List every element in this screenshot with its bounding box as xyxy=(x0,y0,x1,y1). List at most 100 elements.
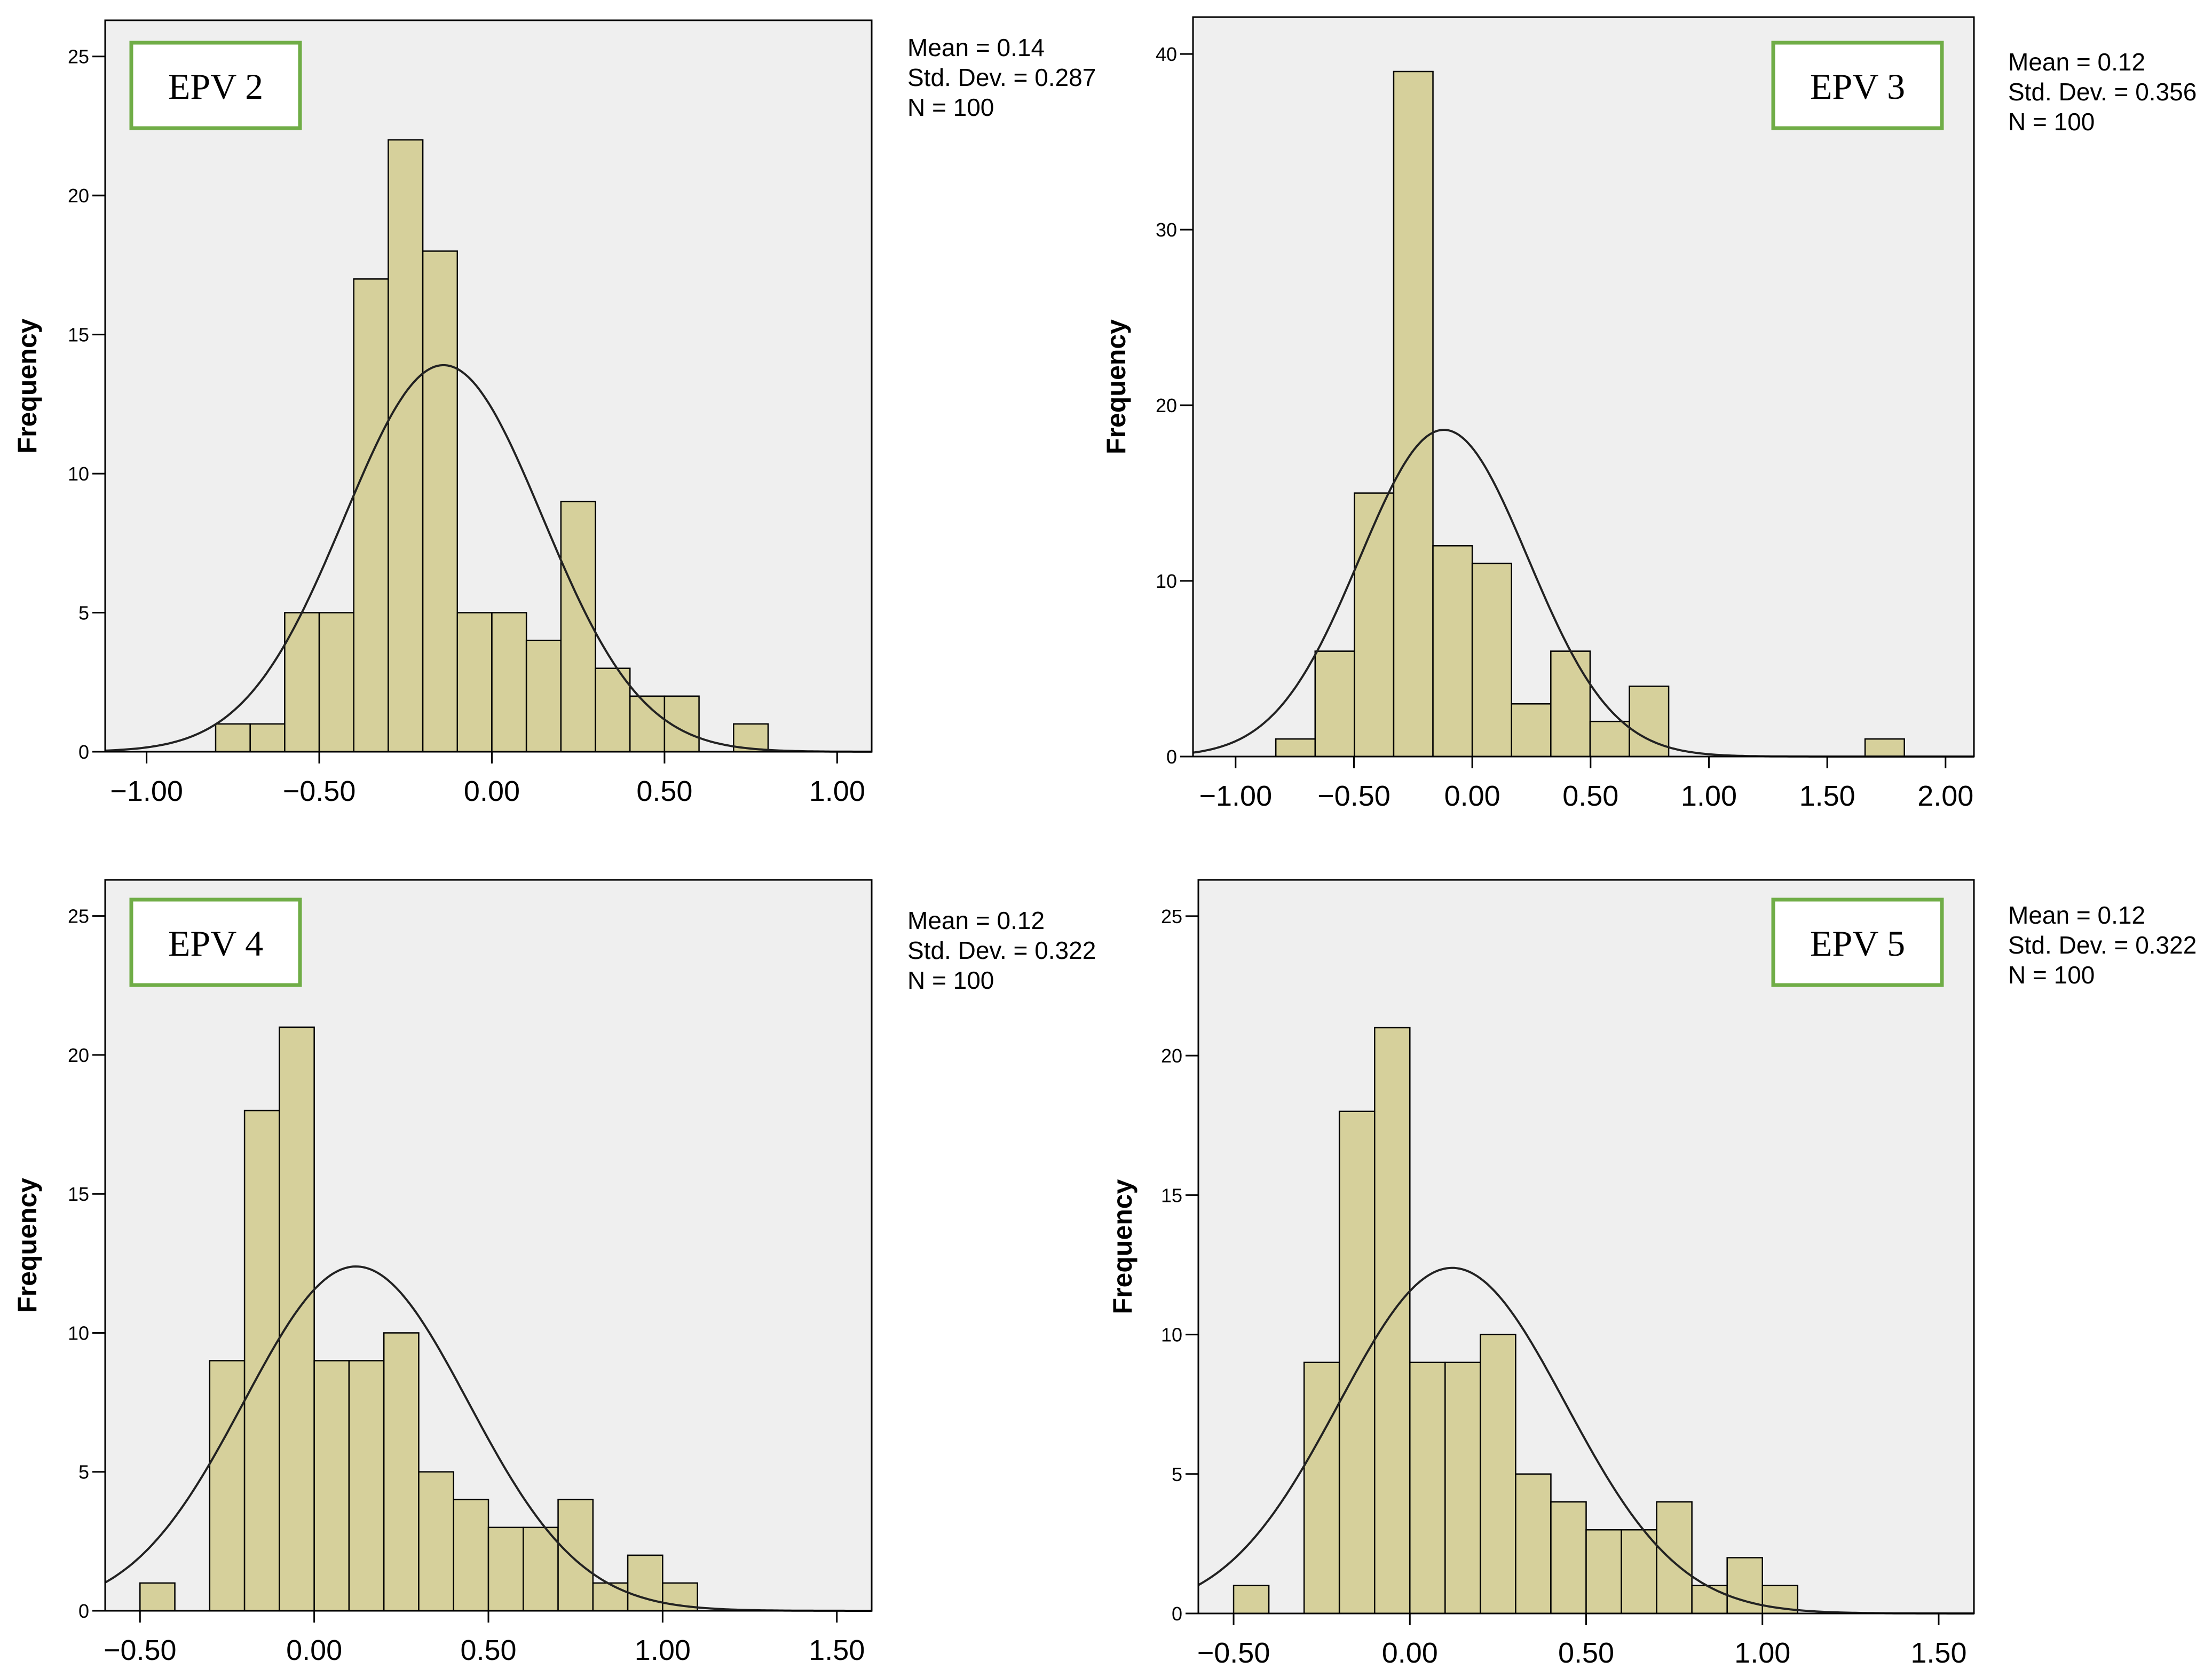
histogram-bar xyxy=(388,139,424,753)
histogram-panel-3: 0 5 10 15 20 25 −0.50 0.00 0.50 1.00 1.50 Frequency… xyxy=(12,879,1096,1666)
histogram-bar xyxy=(353,278,389,753)
histogram-bar xyxy=(1511,703,1552,758)
x-tick-label: 0.50 xyxy=(460,1634,516,1666)
histogram-bar xyxy=(523,1526,559,1612)
y-tick-label: 25 xyxy=(68,906,89,927)
chart-title: EPV 4 xyxy=(168,923,263,964)
histogram-bar xyxy=(1409,1361,1446,1615)
histogram-bar xyxy=(1233,1585,1270,1615)
x-tick-label: −1.00 xyxy=(1199,780,1272,812)
stats-mean: Mean = 0.14 xyxy=(907,34,1045,61)
x-tick-label: 0.50 xyxy=(1558,1637,1614,1669)
stats-n: N = 100 xyxy=(2008,108,2095,136)
histogram-bar xyxy=(1314,650,1355,758)
x-tick-label: 1.50 xyxy=(1910,1637,1966,1669)
y-tick-label: 10 xyxy=(68,1322,89,1344)
plot-frame xyxy=(104,19,873,753)
x-tick-label: 0.50 xyxy=(1562,780,1618,812)
histogram-bar xyxy=(1656,1501,1693,1615)
histogram-bar xyxy=(348,1360,385,1612)
x-tick-label: −0.50 xyxy=(1317,780,1391,812)
y-tick-label: 30 xyxy=(1156,219,1177,241)
x-tick-label: 0.00 xyxy=(464,775,520,807)
stats-n: N = 100 xyxy=(907,966,994,994)
histogram-bar xyxy=(1515,1473,1552,1615)
x-tick-label: 1.50 xyxy=(1799,780,1855,812)
histogram-bar xyxy=(525,640,562,753)
stats-n: N = 100 xyxy=(907,93,994,121)
histogram-bar xyxy=(1373,1027,1411,1615)
y-tick-label: 5 xyxy=(1172,1463,1182,1485)
chart-title: EPV 3 xyxy=(1810,66,1905,107)
y-tick-label: 0 xyxy=(78,1600,89,1622)
histogram-bar xyxy=(456,612,493,753)
histogram-bar xyxy=(249,723,286,753)
histogram-bar xyxy=(383,1332,420,1612)
histogram-bar xyxy=(453,1499,489,1612)
y-tick-label: 15 xyxy=(68,1183,89,1205)
histogram-bar xyxy=(1354,492,1395,758)
x-tick-label: −0.50 xyxy=(104,1634,177,1666)
y-tick-label: 10 xyxy=(1156,570,1177,592)
y-tick-label: 0 xyxy=(78,741,89,763)
y-tick-label: 0 xyxy=(1172,1603,1182,1625)
histogram-bar xyxy=(1303,1361,1340,1615)
stats-std-dev: Std. Dev. = 0.322 xyxy=(2008,931,2197,959)
x-tick-label: 0.00 xyxy=(286,1634,342,1666)
histogram-bar xyxy=(318,612,354,753)
y-tick-label: 20 xyxy=(68,185,89,207)
y-tick-label: 5 xyxy=(78,602,89,624)
chart-title: EPV 2 xyxy=(168,66,263,107)
y-axis-label: Frequency xyxy=(12,1178,42,1313)
histogram-bar xyxy=(209,1360,246,1612)
normal-curve xyxy=(104,1265,872,1612)
y-tick-label: 40 xyxy=(1156,43,1177,65)
histogram-panel-4: 0 5 10 15 20 25 −0.50 0.00 0.50 1.00 1.50 Frequency… xyxy=(1108,879,2197,1669)
histogram-bar xyxy=(215,723,251,753)
y-tick-label: 20 xyxy=(1156,395,1177,416)
y-tick-label: 5 xyxy=(78,1461,89,1483)
y-axis-label: Frequency xyxy=(12,318,42,453)
x-tick-label: 0.50 xyxy=(636,775,692,807)
normal-curve xyxy=(1197,1266,1974,1615)
histogram-bar xyxy=(1550,1501,1587,1615)
histogram-bar xyxy=(139,1582,176,1612)
x-tick-label: 1.50 xyxy=(809,1634,865,1666)
y-tick-label: 20 xyxy=(1161,1045,1182,1067)
histogram-bar xyxy=(422,250,459,753)
histogram-bar xyxy=(1589,720,1630,758)
y-tick-label: 15 xyxy=(68,324,89,346)
histogram-bar xyxy=(1864,738,1905,758)
histogram-bar xyxy=(487,1526,524,1612)
histogram-bar xyxy=(1393,70,1434,758)
histogram-bar xyxy=(1550,650,1591,758)
histogram-bar xyxy=(243,1109,280,1612)
histogram-bar xyxy=(418,1471,454,1612)
histogram-bar xyxy=(1691,1585,1728,1615)
x-tick-label: −1.00 xyxy=(110,775,183,807)
histogram-panel-2: 0 10 20 30 40 −1.00 −0.50 0.00 0.50 1.00 1.50 2.00 F… xyxy=(1101,16,2197,812)
title-box xyxy=(1771,897,1944,987)
histogram-bar xyxy=(560,500,596,753)
y-axis-label: Frequency xyxy=(1101,319,1131,454)
y-tick-label: 15 xyxy=(1161,1184,1182,1206)
stats-mean: Mean = 0.12 xyxy=(2008,48,2145,76)
histogram-bar xyxy=(1480,1334,1516,1615)
stats-mean: Mean = 0.12 xyxy=(2008,901,2145,929)
histogram-bar xyxy=(1432,545,1473,758)
x-tick-label: 0.00 xyxy=(1444,780,1500,812)
x-tick-label: 1.00 xyxy=(809,775,865,807)
x-tick-label: −0.50 xyxy=(283,775,356,807)
normal-curve xyxy=(105,364,872,753)
y-tick-label: 0 xyxy=(1166,746,1177,768)
title-box xyxy=(1771,41,1944,130)
histogram-bar xyxy=(1338,1111,1376,1615)
x-tick-label: 1.00 xyxy=(635,1634,691,1666)
title-box xyxy=(129,41,302,130)
x-tick-label: 1.00 xyxy=(1734,1637,1790,1669)
y-tick-label: 25 xyxy=(1161,906,1182,927)
y-tick-label: 20 xyxy=(68,1044,89,1066)
title-box xyxy=(129,897,302,987)
histogram-bar xyxy=(592,1582,629,1612)
